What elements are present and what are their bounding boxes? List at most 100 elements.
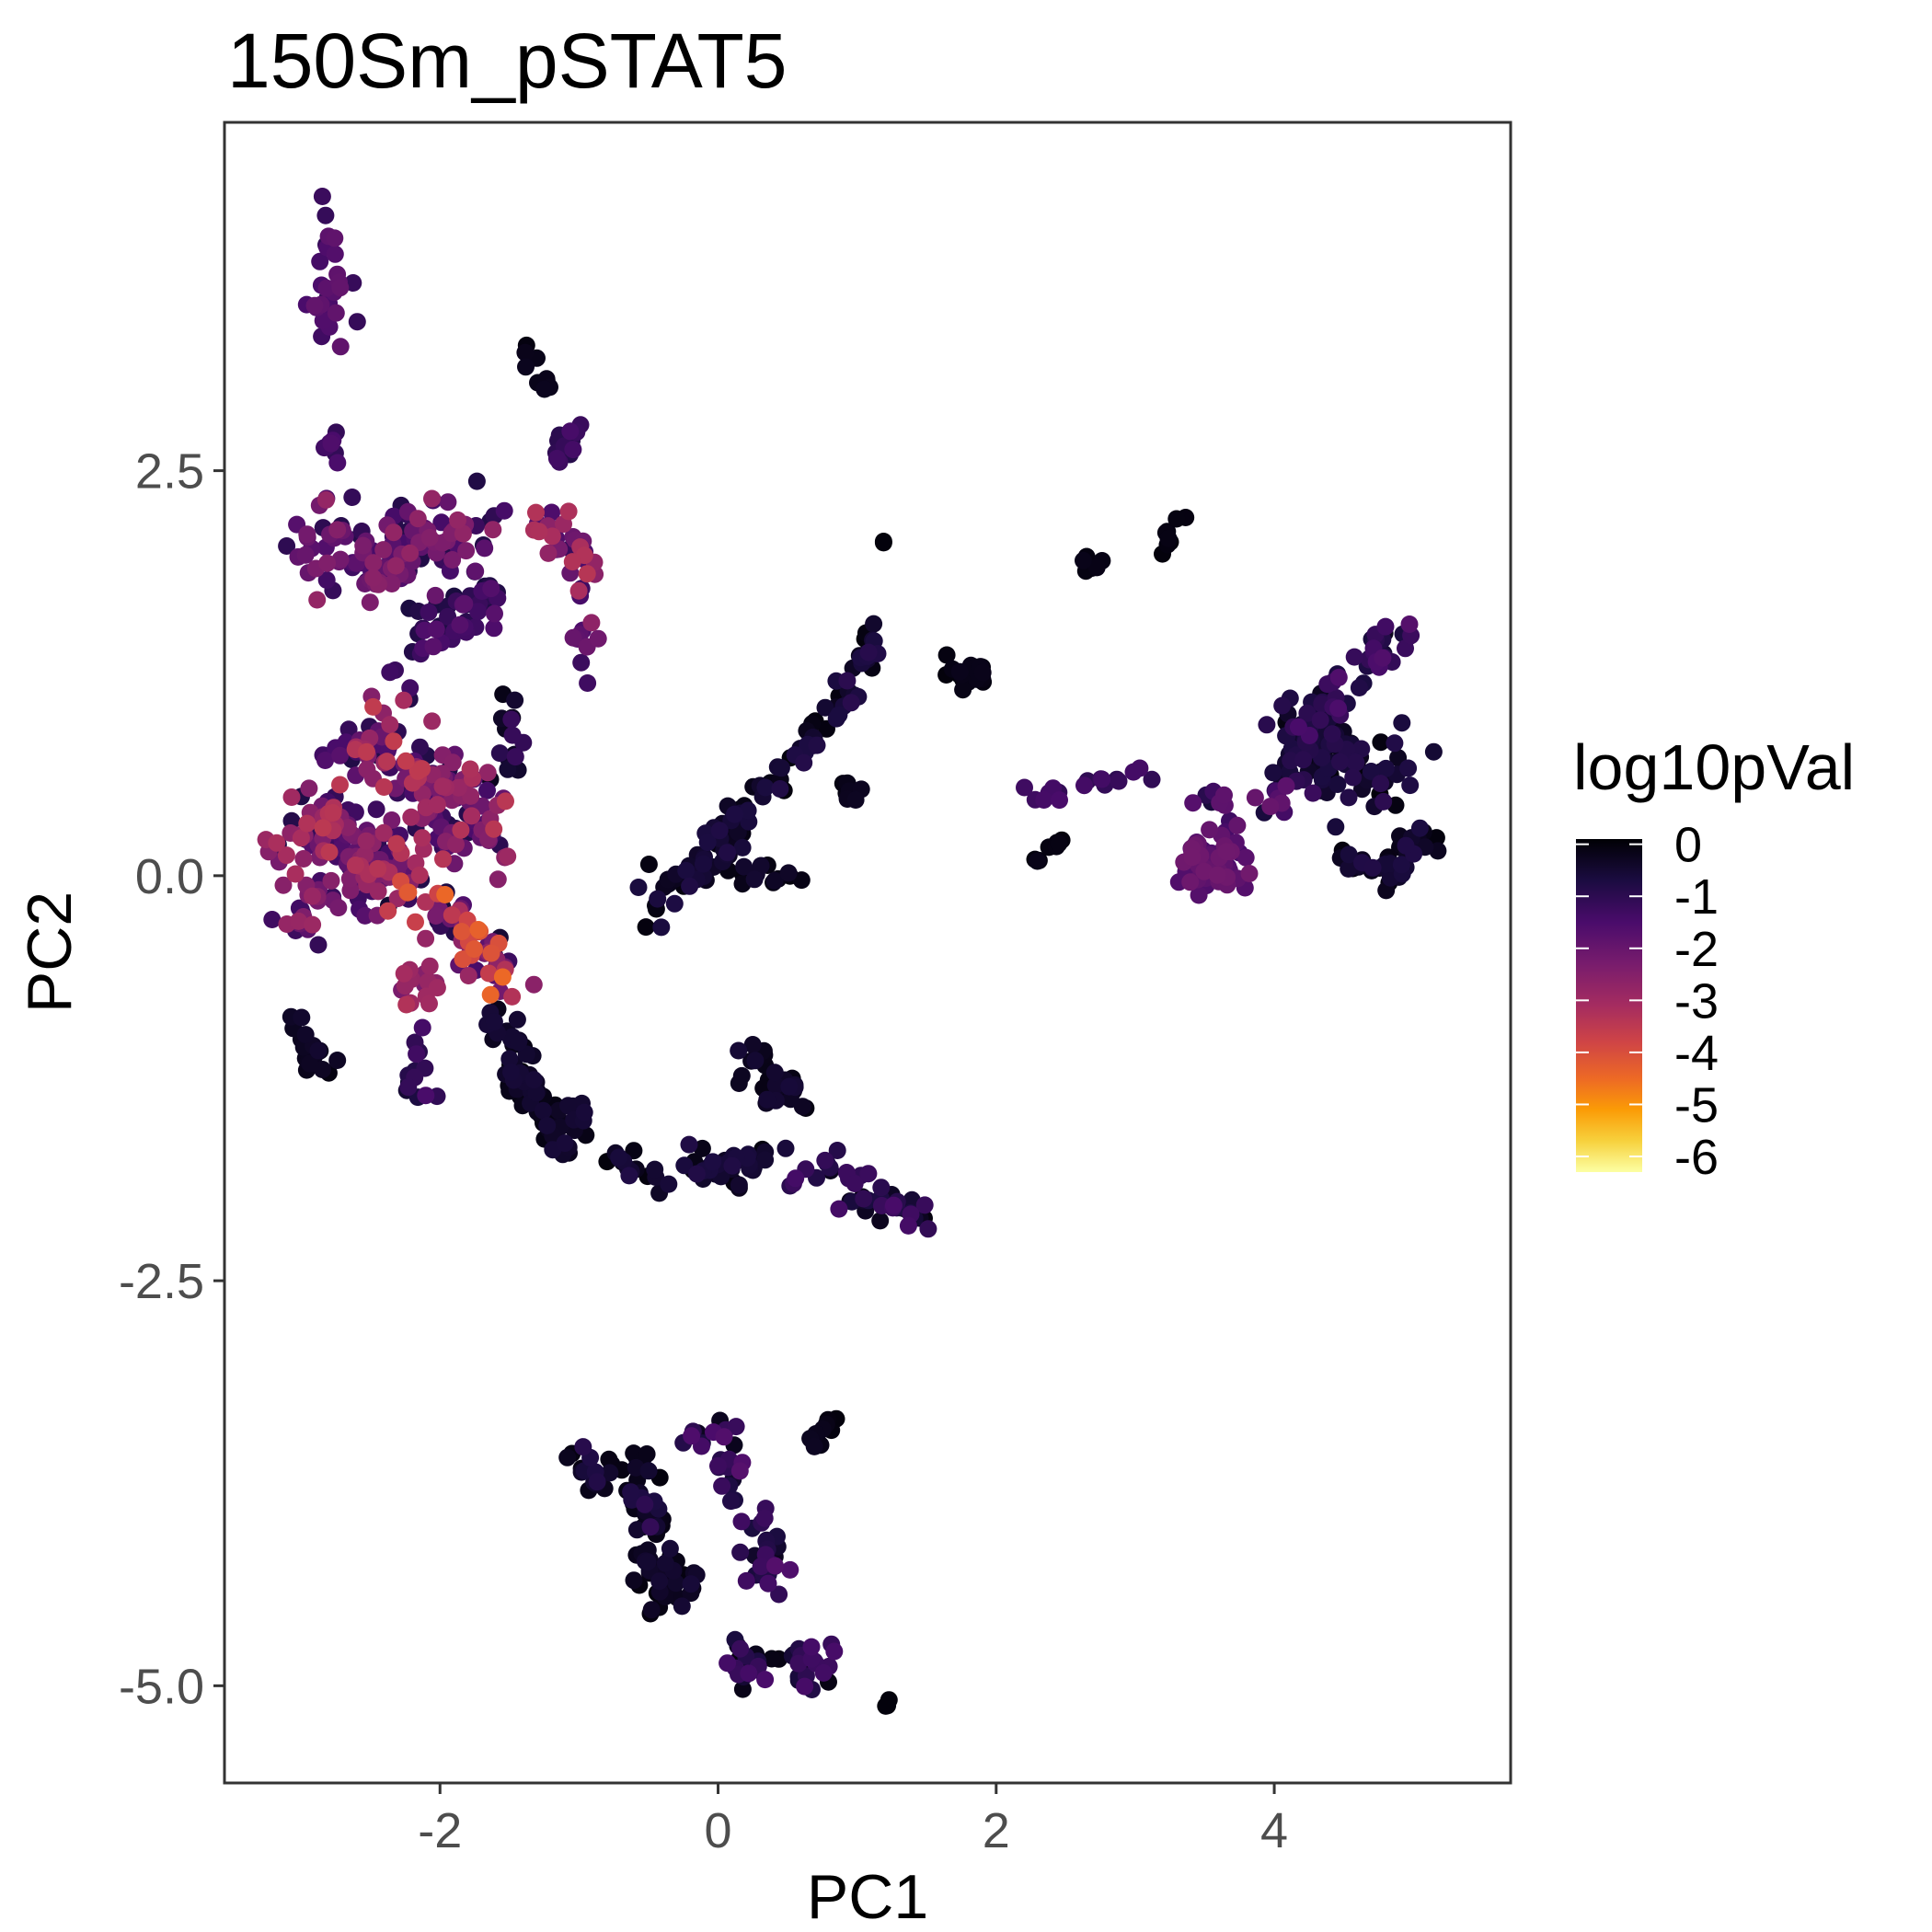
data-point <box>559 1097 577 1115</box>
data-point <box>328 1052 347 1069</box>
data-point <box>808 736 826 754</box>
data-point <box>364 697 383 716</box>
data-point <box>420 528 439 546</box>
data-point <box>301 1054 319 1073</box>
data-point <box>502 710 521 729</box>
data-point <box>578 565 596 583</box>
data-point <box>859 643 878 661</box>
chart-title: 150Sm_pSTAT5 <box>227 17 788 104</box>
data-point <box>510 1033 528 1052</box>
legend-title: log10pVal <box>1573 731 1855 803</box>
data-point <box>859 1165 878 1183</box>
data-point <box>308 591 327 609</box>
data-point <box>282 788 301 806</box>
data-point <box>1035 791 1053 809</box>
data-point <box>710 822 729 840</box>
data-point <box>1329 699 1348 718</box>
data-point <box>482 580 500 598</box>
data-point <box>727 1418 745 1436</box>
data-point <box>650 1572 669 1591</box>
legend-tick-label: -5 <box>1674 1077 1719 1133</box>
data-point <box>770 1585 788 1604</box>
data-point <box>1277 776 1295 795</box>
data-point <box>331 338 350 356</box>
data-point <box>731 1639 750 1658</box>
data-point <box>681 877 699 895</box>
data-point <box>569 581 588 600</box>
data-point <box>682 1575 700 1593</box>
data-point <box>756 1671 775 1689</box>
data-point <box>723 1156 742 1175</box>
legend-tick-label: -6 <box>1674 1130 1719 1185</box>
data-point <box>379 902 397 920</box>
data-point <box>436 886 454 903</box>
data-point <box>311 252 329 270</box>
data-point <box>625 1571 643 1590</box>
data-point <box>629 879 648 896</box>
data-point <box>746 1052 765 1070</box>
data-point <box>1261 798 1280 816</box>
data-point <box>1294 751 1313 769</box>
data-point <box>1016 778 1033 797</box>
data-point <box>469 603 488 621</box>
data-point <box>1029 852 1047 870</box>
y-tick-label: -5.0 <box>119 1659 204 1714</box>
data-point <box>1400 615 1419 633</box>
data-point <box>530 523 548 541</box>
x-tick-label: 4 <box>1260 1803 1288 1858</box>
data-point <box>508 1010 526 1029</box>
data-point <box>642 1601 661 1619</box>
data-point <box>564 441 582 459</box>
data-point <box>506 691 524 709</box>
data-point <box>485 1013 503 1031</box>
data-point <box>1329 668 1348 686</box>
data-point <box>683 1427 701 1445</box>
data-point <box>527 503 545 522</box>
data-point <box>434 850 452 868</box>
data-point <box>277 846 295 865</box>
data-point <box>704 1153 722 1171</box>
data-point <box>1304 784 1322 802</box>
legend-tick-label: -4 <box>1674 1026 1719 1081</box>
data-point <box>1328 776 1347 793</box>
data-point <box>816 698 834 717</box>
data-point <box>454 950 472 969</box>
data-point <box>493 968 512 986</box>
data-point <box>424 638 443 656</box>
data-point <box>309 936 328 954</box>
data-point <box>1264 764 1282 782</box>
data-point <box>1393 714 1411 732</box>
data-point <box>574 1438 592 1456</box>
data-point <box>802 1650 821 1668</box>
data-point <box>660 1175 678 1193</box>
data-point <box>516 343 535 362</box>
data-point <box>622 1483 640 1501</box>
data-point <box>428 796 446 814</box>
data-point <box>1374 792 1393 811</box>
data-point <box>1424 742 1443 761</box>
data-point <box>1167 510 1186 528</box>
data-point <box>407 913 424 931</box>
data-point <box>495 501 513 520</box>
data-point <box>331 279 350 297</box>
data-point <box>589 629 607 648</box>
data-point <box>1372 775 1390 793</box>
data-point <box>413 1018 431 1037</box>
data-point <box>356 906 374 925</box>
data-point <box>423 489 441 508</box>
data-point <box>397 752 415 770</box>
data-point <box>478 764 497 782</box>
data-point <box>688 1165 706 1183</box>
data-point <box>855 1190 873 1208</box>
data-point <box>652 918 671 937</box>
data-point <box>830 1200 848 1218</box>
data-point <box>293 1008 311 1027</box>
data-point <box>937 646 956 664</box>
data-point <box>443 753 462 772</box>
data-point <box>534 1101 552 1120</box>
data-point <box>715 1428 733 1446</box>
legend-tick-label: -1 <box>1674 869 1719 925</box>
data-point <box>1190 886 1208 904</box>
data-point <box>316 206 335 224</box>
data-point <box>467 472 486 490</box>
